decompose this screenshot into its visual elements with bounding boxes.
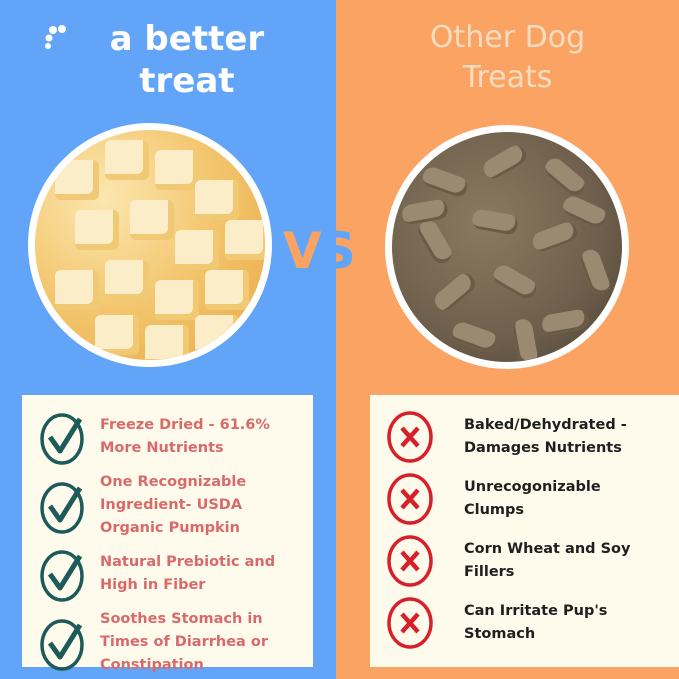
- list-item: Freeze Dried - 61.6% More Nutrients: [22, 409, 313, 465]
- pumpkin-cube: [195, 315, 239, 355]
- competitor-title: Other Dog Treats: [336, 18, 679, 98]
- dog-biscuit: [540, 154, 590, 200]
- list-item-text: Corn Wheat and Soy Fillers: [464, 541, 631, 580]
- dog-biscuit: [511, 317, 539, 362]
- vs-v: V: [283, 222, 322, 280]
- pumpkin-cube: [55, 160, 99, 200]
- dog-biscuit: [480, 141, 530, 183]
- list-item-text: One Recognizable Ingredient- USDA Organi…: [100, 474, 247, 536]
- pumpkin-cube: [95, 315, 139, 355]
- list-item: Soothes Stomach in Times of Diarrhea or …: [22, 608, 313, 677]
- pumpkin-cube: [155, 150, 199, 190]
- pumpkin-cube: [175, 230, 219, 270]
- check-circle-icon: [40, 618, 84, 671]
- dog-biscuit: [419, 164, 471, 200]
- x-circle-icon: [387, 535, 433, 587]
- competitor-title-line1: Other Dog: [429, 20, 586, 55]
- list-item: One Recognizable Ingredient- USDA Organi…: [22, 471, 313, 540]
- dog-biscuit: [490, 261, 540, 303]
- pumpkin-cube: [195, 180, 239, 220]
- brand-title-text: a better treat: [109, 19, 265, 101]
- pumpkin-cube: [155, 280, 199, 320]
- list-item: Corn Wheat and Soy Fillers: [370, 533, 679, 589]
- competitor-title-line2: Treats: [462, 60, 553, 95]
- list-item-text: Freeze Dried - 61.6% More Nutrients: [100, 417, 270, 456]
- pumpkin-cube: [225, 220, 265, 260]
- check-circle-icon: [40, 413, 84, 465]
- dog-biscuit: [430, 269, 480, 315]
- list-item-text: Can Irritate Pup's Stomach: [464, 603, 608, 642]
- pumpkin-cube: [55, 270, 99, 310]
- baked-dog-biscuits-image: [385, 125, 629, 369]
- list-item: Baked/Dehydrated - Damages Nutrients: [370, 409, 679, 465]
- drawbacks-list: Baked/Dehydrated - Damages Nutrients Unre…: [370, 395, 679, 667]
- list-item-text: Natural Prebiotic and High in Fiber: [100, 554, 276, 593]
- brand-title: a better treat: [0, 18, 336, 102]
- list-item-text: Unrecogonizable Clumps: [464, 479, 601, 518]
- dog-biscuit: [470, 208, 520, 236]
- pumpkin-cube: [75, 210, 119, 250]
- pumpkin-cube: [130, 200, 174, 240]
- pumpkin-cube: [145, 325, 189, 360]
- x-circle-icon: [387, 411, 433, 463]
- list-item: Unrecogonizable Clumps: [370, 471, 679, 527]
- check-circle-icon: [40, 550, 84, 602]
- dog-biscuit: [414, 217, 456, 267]
- vs-label: VS: [283, 222, 356, 280]
- vs-s: S: [319, 222, 356, 280]
- paw-icon: [45, 25, 67, 49]
- benefits-list: Freeze Dried - 61.6% More Nutrients One R…: [22, 395, 313, 673]
- dog-biscuit: [400, 198, 450, 226]
- list-item-text: Baked/Dehydrated - Damages Nutrients: [464, 417, 627, 456]
- freeze-dried-pumpkin-image: [28, 123, 272, 367]
- dog-biscuit: [449, 319, 501, 355]
- pumpkin-cube: [205, 270, 249, 310]
- dog-biscuit: [577, 246, 613, 298]
- list-item-text: Soothes Stomach in Times of Diarrhea or …: [100, 611, 268, 673]
- x-circle-icon: [387, 597, 433, 649]
- pumpkin-cube: [105, 140, 149, 180]
- x-circle-icon: [387, 473, 433, 525]
- pumpkin-cube: [105, 260, 149, 300]
- dog-biscuit: [540, 308, 590, 336]
- list-item: Can Irritate Pup's Stomach: [370, 595, 679, 651]
- check-circle-icon: [40, 481, 84, 534]
- dog-biscuit: [529, 219, 581, 255]
- list-item: Natural Prebiotic and High in Fiber: [22, 546, 313, 602]
